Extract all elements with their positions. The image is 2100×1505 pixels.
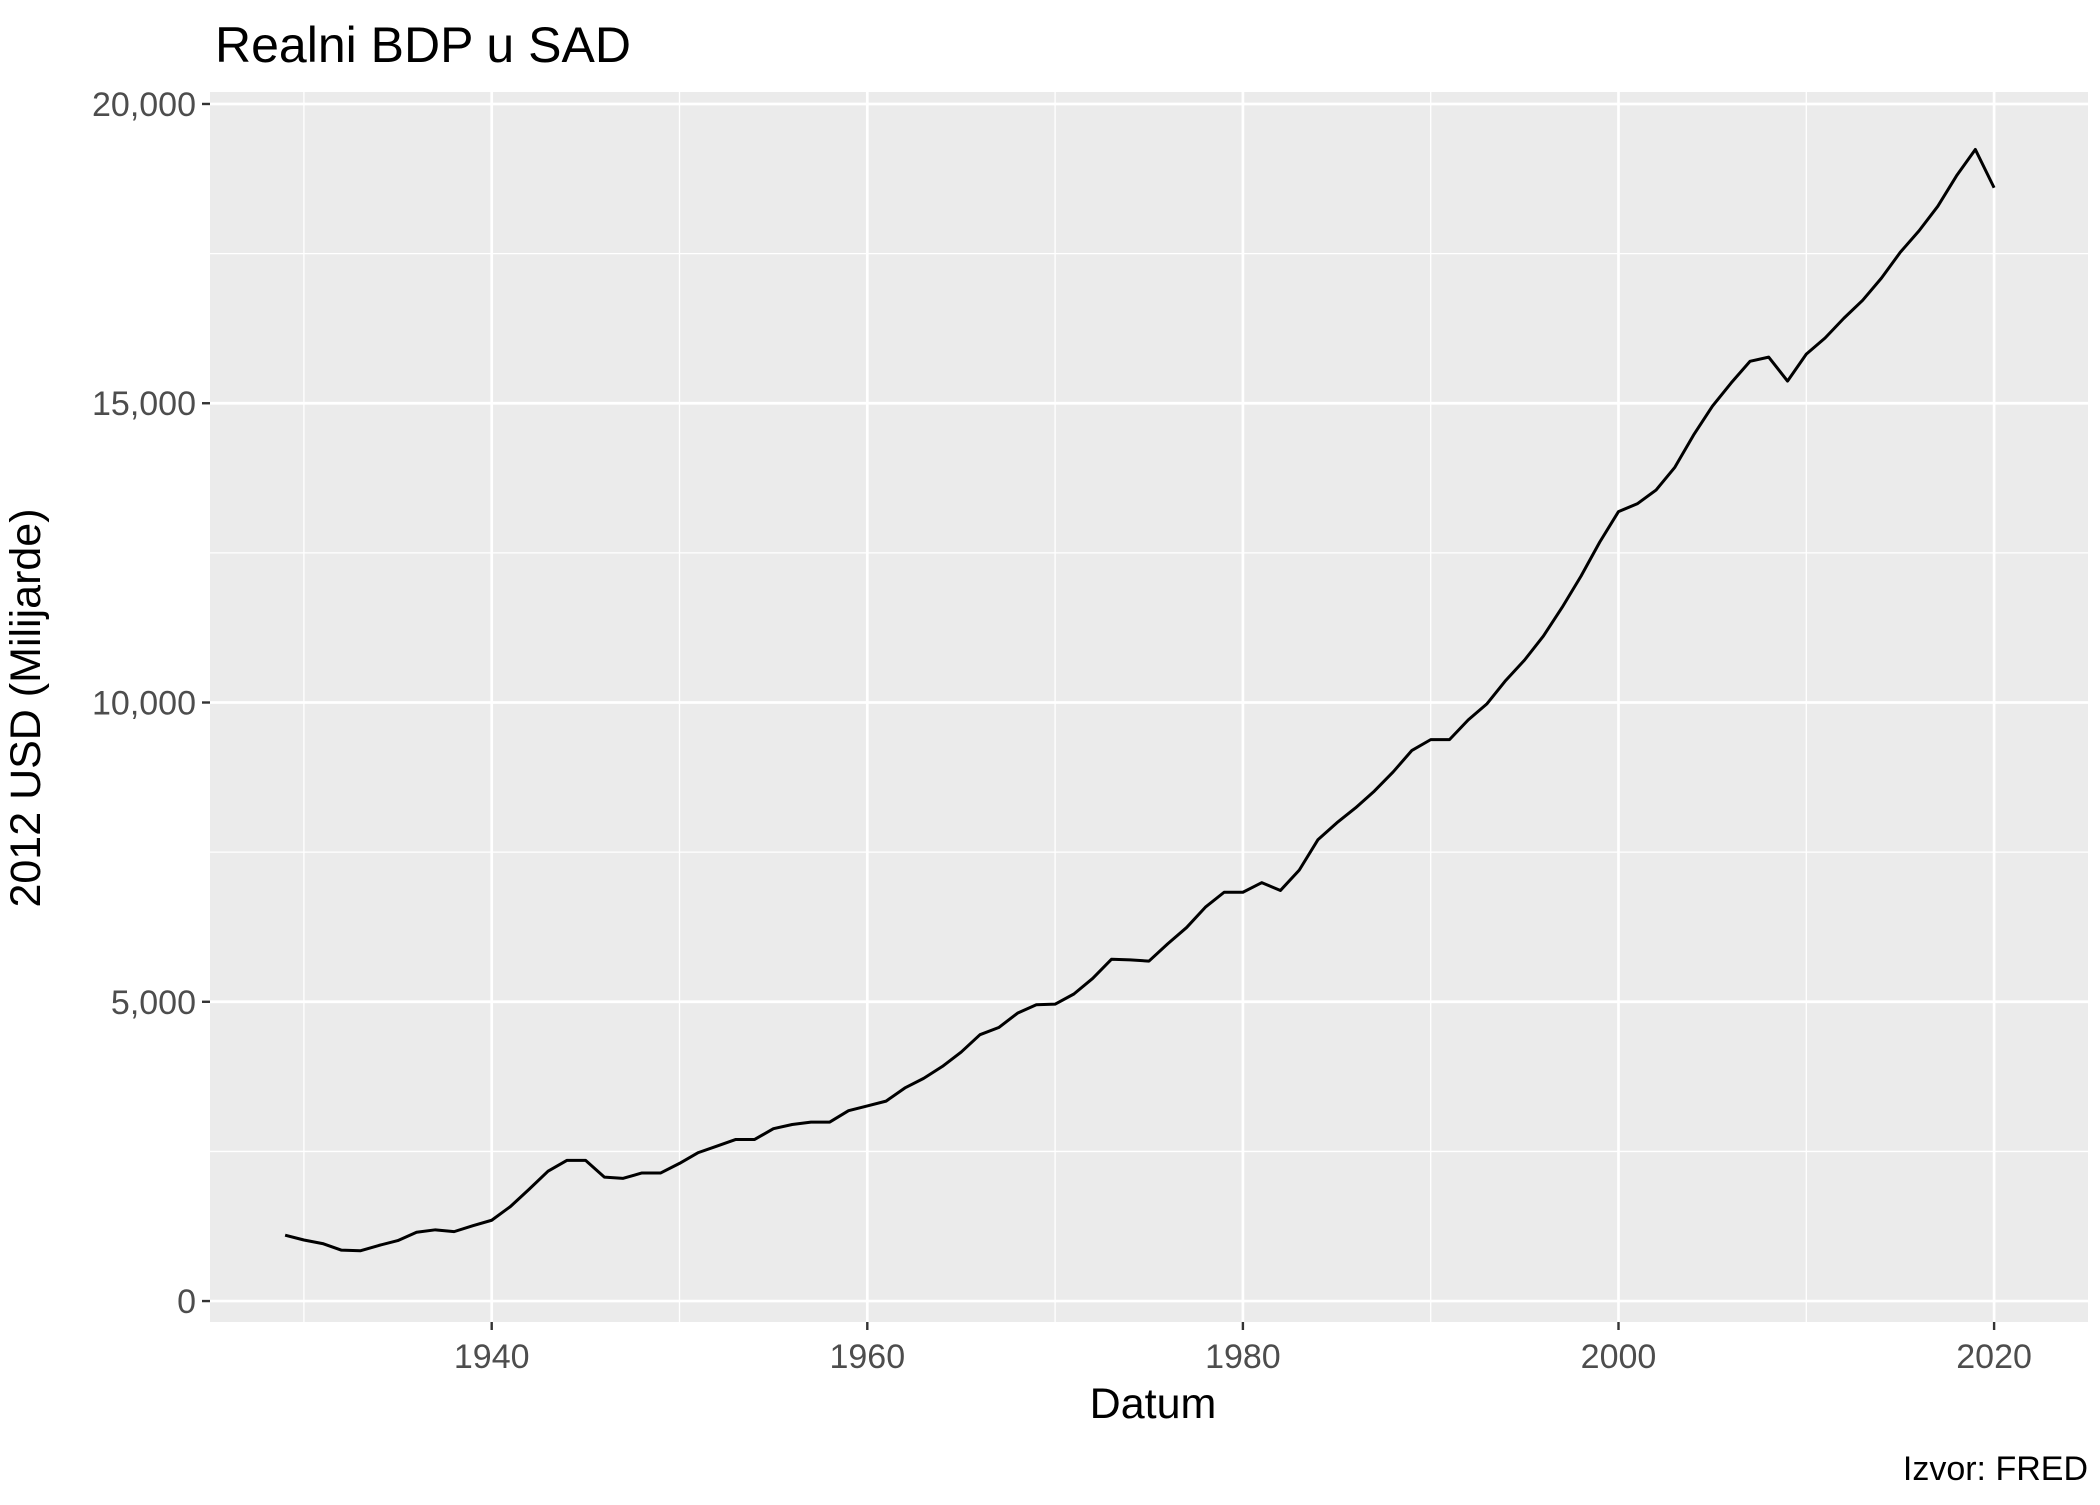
x-tick-label: 2020	[1956, 1338, 2032, 1376]
y-tick-label: 15,000	[92, 385, 196, 423]
x-tick-label: 1960	[829, 1338, 905, 1376]
x-tick-label: 1940	[454, 1338, 530, 1376]
y-tick-label: 10,000	[92, 685, 196, 723]
y-axis-title: 2012 USD (Milijarde)	[2, 508, 50, 907]
x-axis-title: Datum	[1090, 1380, 1217, 1428]
y-axis: 0 5,000 10,000 15,000 20,000	[92, 86, 210, 1321]
y-tick-label: 20,000	[92, 86, 196, 124]
minor-gridlines	[210, 92, 2088, 1322]
chart-caption: Izvor: FRED	[1903, 1450, 2088, 1488]
chart-title: Realni BDP u SAD	[215, 17, 631, 73]
y-tick-label: 5,000	[111, 984, 196, 1022]
plot-panel	[210, 92, 2088, 1322]
major-gridlines	[210, 92, 2088, 1322]
x-axis: 1940 1960 1980 2000 2020	[454, 1322, 2032, 1376]
x-tick-label: 1980	[1205, 1338, 1281, 1376]
y-tick-label: 0	[177, 1283, 196, 1321]
series-layer	[284, 147, 1996, 1253]
x-tick-label: 2000	[1581, 1338, 1657, 1376]
series-line	[284, 147, 1996, 1253]
